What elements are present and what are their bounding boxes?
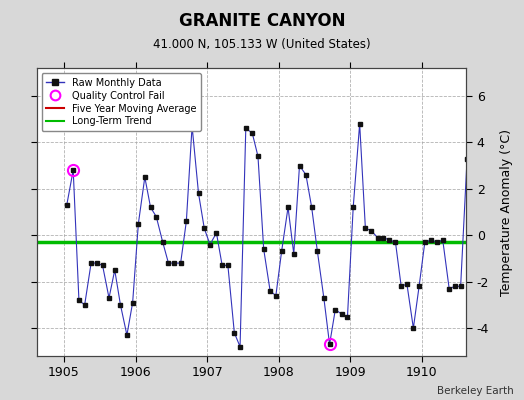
Text: Berkeley Earth: Berkeley Earth [437,386,514,396]
Text: 41.000 N, 105.133 W (United States): 41.000 N, 105.133 W (United States) [153,38,371,51]
Y-axis label: Temperature Anomaly (°C): Temperature Anomaly (°C) [500,128,514,296]
Legend: Raw Monthly Data, Quality Control Fail, Five Year Moving Average, Long-Term Tren: Raw Monthly Data, Quality Control Fail, … [41,73,201,131]
Text: GRANITE CANYON: GRANITE CANYON [179,12,345,30]
